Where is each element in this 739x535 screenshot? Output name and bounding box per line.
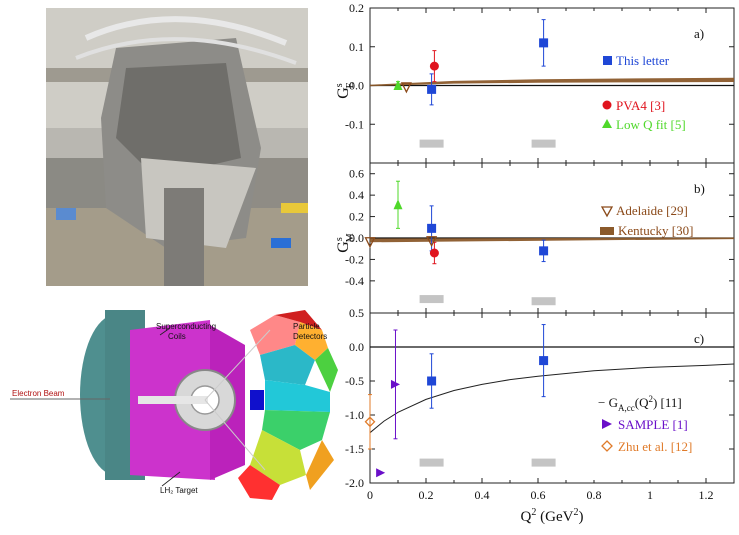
systematic-bar-2-1: [531, 458, 556, 467]
data-point-0-0-0: [427, 84, 437, 94]
apparatus-photo-illustration: [46, 8, 308, 286]
legend-zhu: Zhu et al. [12]: [618, 439, 692, 454]
legend-marker-zhu: [601, 440, 613, 452]
ytick-label-2-5: 0.5: [349, 306, 364, 320]
data-point-1-0-1: [539, 246, 549, 256]
ylabel-0: GsE: [334, 82, 356, 99]
legend-marker-this-letter: [603, 56, 612, 65]
ytick-label-0-0: -0.1: [345, 117, 364, 131]
ytick-label-1-1: -0.2: [345, 252, 364, 266]
data-point-0-1-0: [429, 61, 439, 71]
data-point-1-0-0: [427, 223, 437, 233]
xtick-label-3: 0.6: [531, 488, 546, 502]
legend-marker-kentucky: [600, 227, 614, 235]
ytick-label-1-0: -0.4: [345, 274, 364, 288]
data-point-2-2-0: [364, 416, 376, 428]
apparatus-photo: [46, 8, 308, 286]
ytick-label-1-5: 0.6: [349, 167, 364, 181]
data-point-1-1-0: [429, 248, 439, 258]
detector-schematic-drawing: [10, 310, 338, 500]
xtick-label-1: 0.2: [419, 488, 434, 502]
legend-marker-pva4: [602, 100, 612, 110]
coils-label: Coils: [168, 332, 186, 341]
ylabel-1: GsM: [334, 233, 356, 252]
panel-label-2: c): [694, 331, 704, 346]
ytick-label-2-0: -2.0: [345, 476, 364, 490]
panel-label-1: b): [694, 181, 705, 196]
superconducting-label: Superconducting: [156, 322, 217, 331]
data-point-0-3-0: [400, 82, 412, 94]
data-point-2-1-0: [376, 468, 386, 478]
xtick-label-2: 0.4: [475, 488, 490, 502]
systematic-bar-1-1: [531, 297, 556, 306]
ytick-label-0-1: 0.0: [349, 79, 364, 93]
electron-beam-label: Electron Beam: [12, 389, 65, 398]
band-1: [370, 237, 734, 243]
data-point-1-3-0: [364, 237, 376, 249]
data-point-1-3-1: [426, 236, 438, 248]
data-point-2-1-1: [390, 379, 400, 389]
particle-label: Particle: [293, 322, 320, 331]
ytick-label-2-3: -0.5: [345, 374, 364, 388]
legend-lowq: Low Q fit [5]: [616, 117, 686, 132]
legend-kentucky: Kentucky [30]: [618, 223, 693, 238]
legend-sample: SAMPLE [1]: [618, 417, 688, 432]
ytick-label-0-2: 0.1: [349, 40, 364, 54]
ytick-label-1-2: 0.0: [349, 231, 364, 245]
detector-schematic: Superconducting Coils Particle Detectors…: [10, 300, 340, 510]
plots-region: -0.1 0.0 0.1 0.2 a) GsE -0.4 -0.2 0.0 0.2 0.4 0.6 b)…: [320, 0, 739, 530]
detector-array: [238, 310, 338, 500]
data-point-0-0-1: [539, 38, 549, 48]
detectors-label: Detectors: [293, 332, 328, 341]
ytick-label-1-3: 0.2: [349, 210, 364, 224]
legend-gacc: − GA,cc(Q2) [11]: [598, 394, 682, 413]
data-point-2-0-0: [427, 376, 437, 386]
legend-pva4: PVA4 [3]: [616, 98, 665, 113]
xtick-label-4: 0.8: [587, 488, 602, 502]
systematic-bar-1-0: [419, 295, 444, 304]
ytick-label-2-2: -1.0: [345, 408, 364, 422]
ytick-label-1-4: 0.4: [349, 188, 364, 202]
legend-adelaide: Adelaide [29]: [616, 203, 688, 218]
xtick-label-5: 1: [647, 488, 653, 502]
xtick-label-0: 0: [367, 488, 373, 502]
ytick-label-0-3: 0.2: [349, 1, 364, 15]
xtick-label-6: 1.2: [699, 488, 714, 502]
legend-this-letter: This letter: [616, 53, 670, 68]
legend-marker-sample: [602, 419, 612, 429]
panel-label-0: a): [694, 26, 704, 41]
systematic-bar-0-1: [531, 139, 556, 148]
band-0: [370, 77, 734, 87]
target-label: LH₂ Target: [160, 486, 198, 495]
systematic-bar-2-0: [419, 458, 444, 467]
ytick-label-2-4: 0.0: [349, 340, 364, 354]
data-point-2-0-1: [539, 356, 549, 366]
data-point-0-2-0: [393, 80, 403, 90]
legend-marker-adelaide: [600, 206, 614, 218]
legend-marker-lowq: [602, 119, 612, 128]
plots-svg: -0.1 0.0 0.1 0.2 a) GsE -0.4 -0.2 0.0 0.2 0.4 0.6 b)…: [334, 1, 735, 525]
data-point-1-2-0: [393, 199, 403, 210]
ytick-label-2-1: -1.5: [345, 442, 364, 456]
x-axis-label: Q2 (GeV2): [521, 507, 584, 525]
systematic-bar-0-0: [419, 139, 444, 148]
